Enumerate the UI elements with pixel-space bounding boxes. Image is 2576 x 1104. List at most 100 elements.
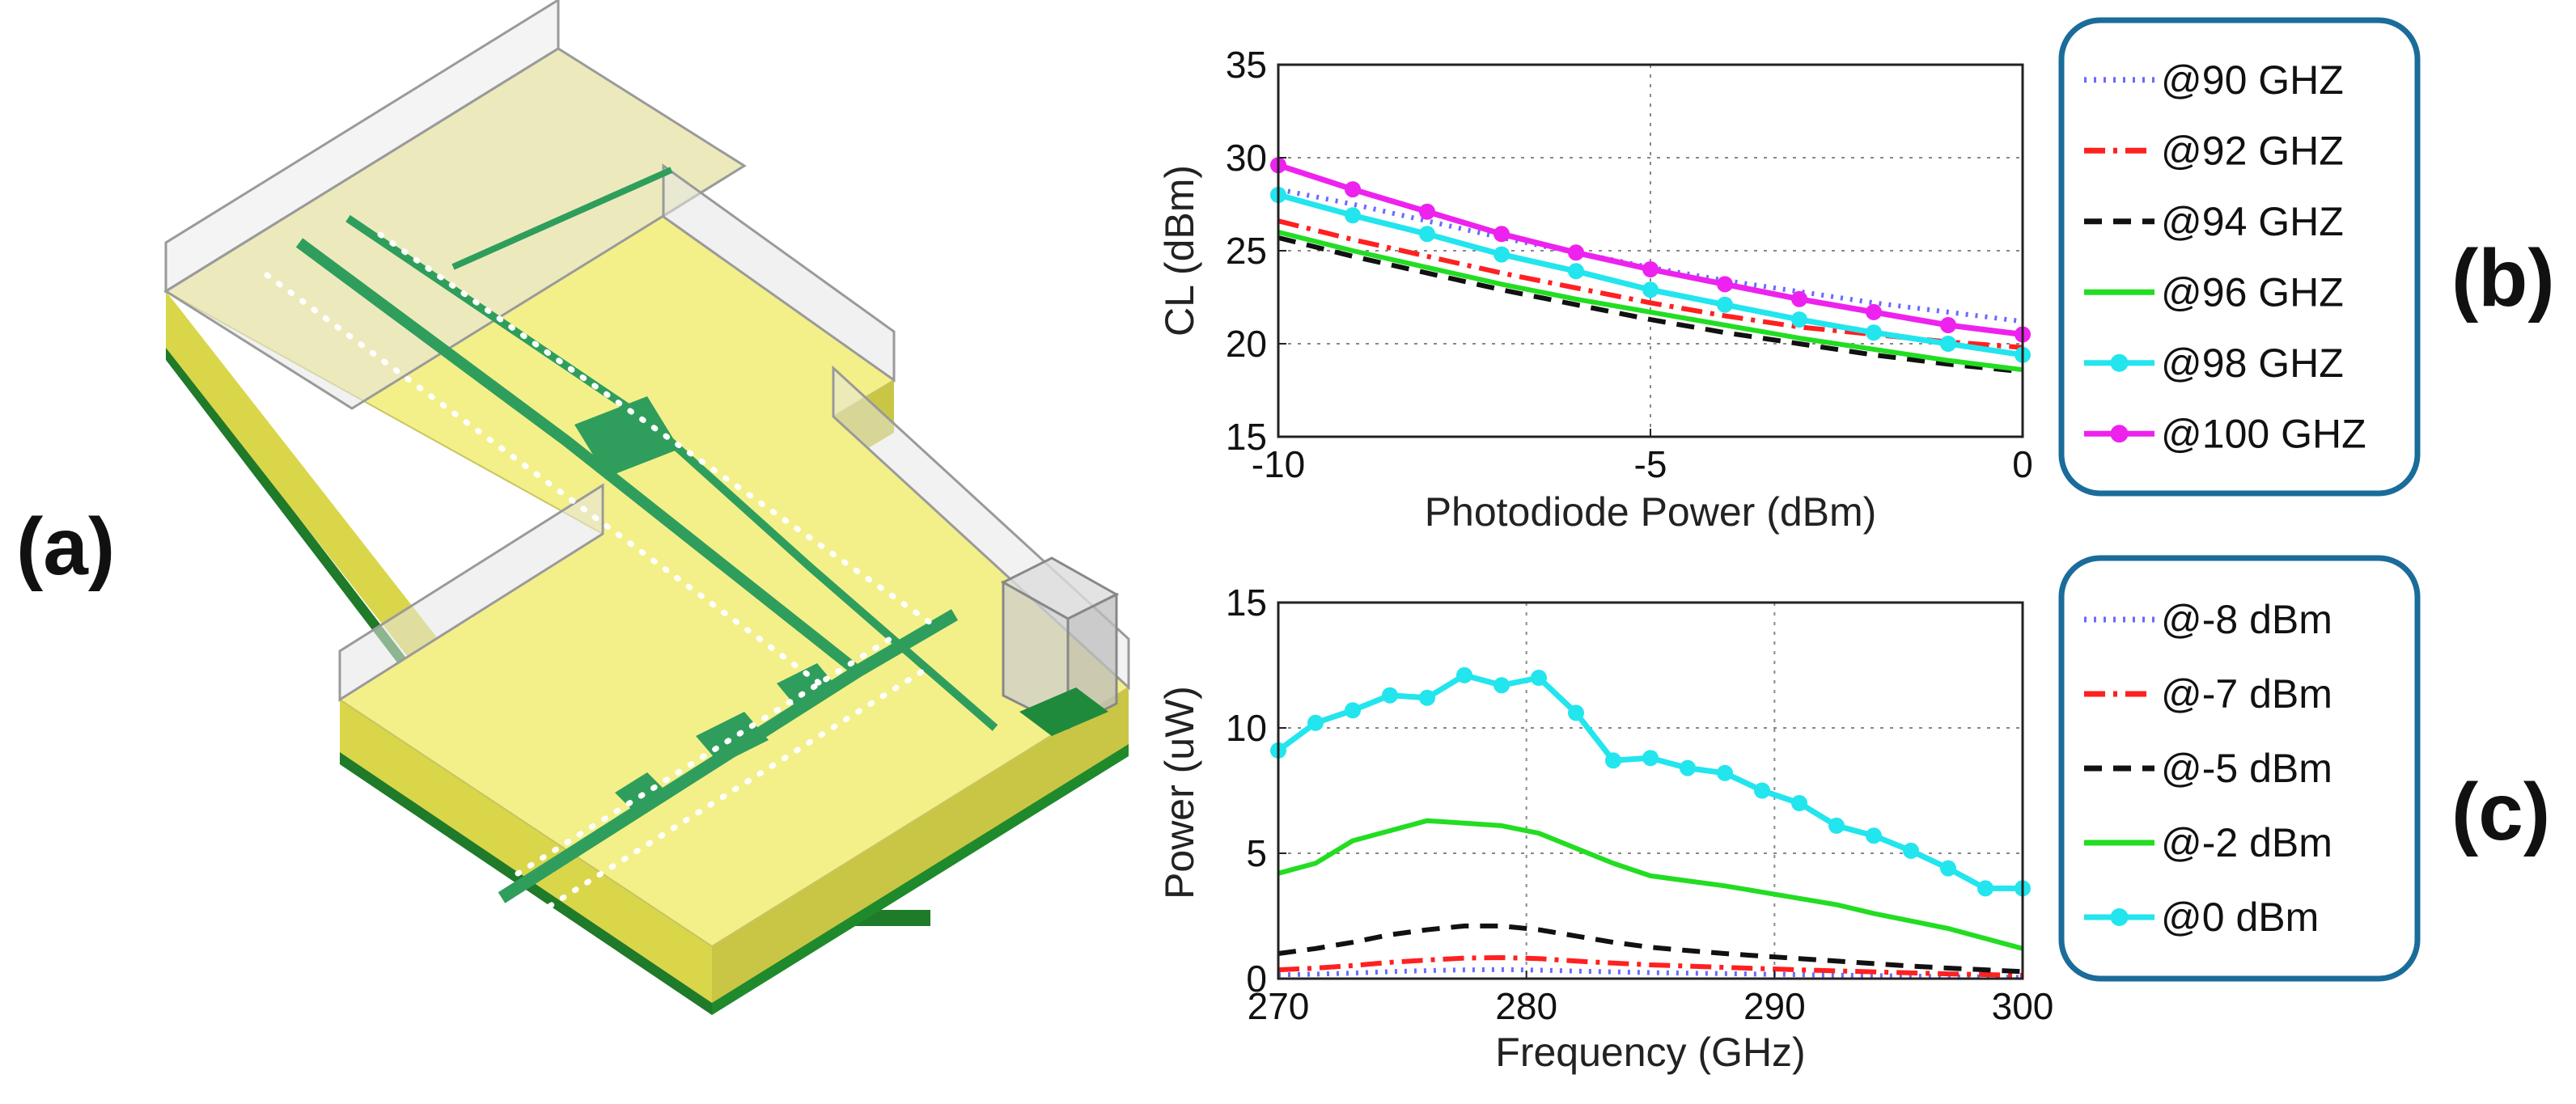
via-row-4 [547, 668, 926, 909]
chart-b-series-group [1270, 157, 2031, 374]
chart-b-grid [1278, 65, 2023, 437]
panel-label-c: (c) [2451, 767, 2550, 857]
series-line-b-2 [1277, 235, 2023, 374]
substrate-front-face-lower [340, 700, 712, 1003]
data-point [1419, 689, 1435, 706]
series-line-c-1 [1277, 954, 2023, 978]
data-point [1940, 317, 1956, 333]
data-point [1866, 827, 1882, 844]
tick-label-x: 270 [1248, 985, 1310, 1027]
data-point [1866, 324, 1882, 341]
data-point [1568, 704, 1584, 721]
data-point [1642, 281, 1659, 298]
data-point [1717, 764, 1733, 781]
series-line-b-3 [1277, 230, 2023, 373]
legend-label: @-5 dBm [2161, 746, 2332, 791]
data-point [1345, 702, 1361, 719]
legend-label: @92 GHZ [2161, 128, 2344, 173]
via-row-3 [515, 636, 893, 877]
chart-c-ticks: 270 280 290 300 0 5 10 15 [1226, 582, 2054, 1027]
chart-c-plot-area [1278, 603, 2023, 979]
data-point [1605, 752, 1621, 769]
data-point [1791, 795, 1807, 811]
chart-b-xlabel: Photodiode Power (dBm) [1425, 489, 1877, 535]
package-wall-lower [338, 483, 604, 702]
legend-label: @96 GHZ [2161, 269, 2344, 315]
chart-b-ylabel: CL (dBm) [1157, 165, 1202, 336]
data-point [1493, 246, 1510, 263]
legend-label: @98 GHZ [2161, 341, 2344, 386]
legend-label: @100 GHZ [2161, 411, 2366, 456]
data-point [1903, 842, 1919, 859]
trace-lower [498, 609, 959, 903]
tick-label-x: 290 [1743, 985, 1806, 1027]
data-point [1568, 263, 1584, 280]
tick-label-y: 35 [1226, 44, 1267, 86]
legend-label: @-8 dBm [2161, 597, 2332, 642]
tick-label-y: 30 [1226, 137, 1267, 179]
data-point [1382, 687, 1398, 704]
data-point [1419, 226, 1435, 243]
data-point [1717, 296, 1733, 313]
package-wall-mid [662, 163, 896, 383]
tick-label-y: 0 [1246, 958, 1267, 1000]
legend-marker [2110, 908, 2129, 926]
tick-label-x: -10 [1252, 443, 1305, 485]
tick-label-x: -5 [1634, 443, 1667, 485]
data-point [1717, 276, 1733, 293]
data-point [1307, 714, 1324, 731]
data-point [1493, 677, 1510, 694]
data-point [1828, 817, 1845, 834]
series-line-c-2 [1277, 923, 2023, 975]
series-line-c-3 [1277, 818, 2023, 951]
legend-label: @90 GHZ [2161, 57, 2344, 103]
chart-c-frame [1277, 601, 2024, 980]
data-point [1345, 181, 1361, 198]
3d-circuit-model-icon [163, 0, 1130, 1015]
chart-b-legend-items: @90 GHZ @92 GHZ @94 GHZ @96 GHZ @98 GHZ @100 … [2084, 57, 2366, 456]
chart-c-legend-items: @-8 dBm @-7 dBm @-5 dBm @-2 dBm @0 dBm [2084, 597, 2332, 940]
trace-bias [451, 167, 673, 270]
tick-label-y: 5 [1246, 832, 1267, 874]
chart-c-grid [1278, 603, 2023, 979]
data-point [1456, 666, 1472, 683]
data-point [1642, 261, 1659, 277]
data-point [1419, 203, 1435, 220]
via-row-2 [377, 231, 934, 626]
tick-label-y: 10 [1226, 707, 1267, 749]
data-point [1977, 880, 1993, 897]
data-point [1754, 782, 1770, 799]
tick-label-y: 15 [1226, 416, 1267, 458]
data-point [1568, 244, 1584, 261]
data-point [1940, 336, 1956, 352]
data-point [1642, 750, 1659, 767]
chart-c-xlabel: Frequency (GHz) [1495, 1030, 1805, 1075]
tick-label-y: 25 [1226, 230, 1267, 272]
legend-label: @94 GHZ [2161, 199, 2344, 244]
data-point [1531, 670, 1547, 686]
tick-label-x: 300 [1992, 985, 2054, 1027]
data-point [1493, 226, 1510, 243]
legend-label: @-2 dBm [2161, 820, 2332, 865]
chart-c-series-group [1270, 666, 2031, 980]
data-point [1791, 290, 1807, 307]
chart-b-legend [2058, 17, 2421, 497]
data-point [1680, 759, 1696, 776]
trace-main [295, 238, 862, 676]
chart-b-ticks: -10 -5 0 15 20 25 30 35 [1226, 44, 2033, 485]
package-wall-back [164, 0, 560, 294]
data-point [1345, 207, 1361, 224]
via-row-1 [264, 272, 828, 691]
panel-label-b: (b) [2451, 233, 2555, 324]
tick-label-y: 15 [1226, 582, 1267, 624]
tick-label-x: 0 [2012, 443, 2033, 485]
legend-label: @0 dBm [2161, 895, 2319, 940]
tick-label-y: 20 [1226, 323, 1267, 365]
legend-marker [2110, 353, 2129, 372]
chart-c-ylabel: Power (uW) [1157, 686, 1202, 899]
chart-c: 270 280 290 300 0 5 10 15 Frequency (GHz) Power… [1157, 555, 2421, 1075]
data-point [1866, 303, 1882, 320]
data-point [1791, 311, 1807, 328]
